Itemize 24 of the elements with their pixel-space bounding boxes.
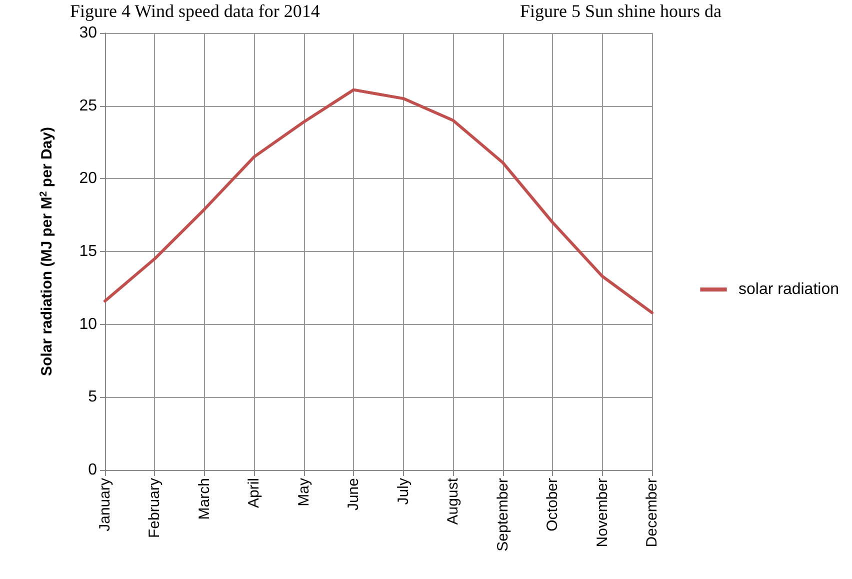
- caption: Figure 4 Wind speed data for 2014: [70, 1, 320, 21]
- y-tick-label: 10: [79, 316, 98, 333]
- x-tick-label: May: [295, 478, 312, 506]
- y-tick-label: 25: [79, 97, 98, 114]
- x-tick-label: March: [196, 478, 213, 520]
- x-tick-label: September: [494, 478, 512, 552]
- x-tick-label: April: [246, 478, 263, 508]
- x-tick-label: December: [644, 478, 660, 548]
- y-tick-label: 30: [79, 24, 98, 42]
- caption: Figure 5 Sun shine hours da: [520, 1, 722, 21]
- x-tick-label: October: [544, 478, 562, 532]
- y-tick-label: 20: [79, 170, 98, 188]
- legend-label: solar radiation: [738, 281, 839, 298]
- x-tick-label: August: [444, 477, 462, 525]
- y-tick-label: 0: [88, 462, 98, 478]
- x-tick-label: January: [96, 478, 114, 532]
- x-tick-label: November: [594, 478, 611, 548]
- x-tick-label: June: [345, 478, 362, 511]
- x-tick-label: February: [146, 478, 164, 538]
- line-series: [104, 88, 654, 314]
- y-tick-label: 5: [88, 388, 98, 406]
- y-tick-label: 15: [79, 243, 98, 260]
- x-tick-label: July: [394, 478, 412, 505]
- y-axis-title: Solar radiation (MJ per M2 per Day): [38, 127, 56, 376]
